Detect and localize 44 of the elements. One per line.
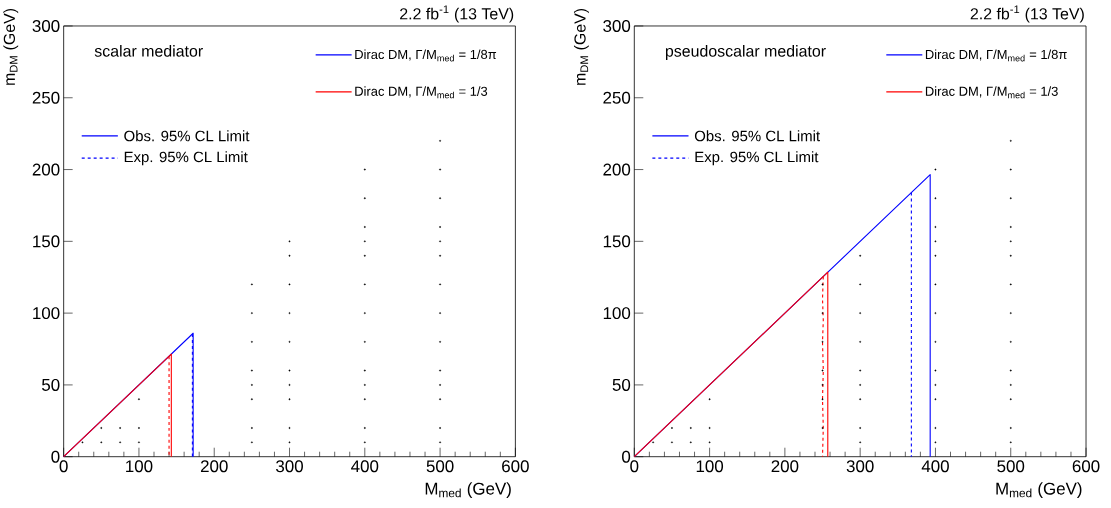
- text: pseudoscalar mediator: [665, 45, 826, 61]
- y-tick-label: 150: [603, 235, 631, 248]
- annotation: Exp. 95% CL Limit: [695, 151, 819, 166]
- x-tick-label: 600: [1072, 460, 1100, 473]
- x-tick-label: 0: [59, 460, 68, 473]
- legend-label: Dirac DM, Γ/M$_{med}$ = 1/8π: [925, 49, 1067, 62]
- x-tick-label: 400: [351, 460, 379, 473]
- y-tick-label: 100: [603, 307, 631, 320]
- text: 2.2 fb$^{-1}$ (13 TeV): [970, 5, 1084, 23]
- y-tick-label: 0: [622, 450, 631, 463]
- y-tick-label: 0: [51, 450, 60, 463]
- x-axis-title: M$_{med}$ (GeV): [996, 482, 1082, 499]
- text: scalar mediator: [94, 45, 203, 57]
- x-tick-label: 200: [200, 460, 228, 473]
- y-tick-label: 200: [603, 163, 631, 176]
- annotation: Obs. 95% CL Limit: [124, 130, 250, 142]
- y-tick-label: 300: [603, 20, 631, 33]
- x-tick-label: 500: [426, 460, 454, 473]
- text: 2.2 fb$^{-1}$ (13 TeV): [400, 5, 514, 23]
- x-tick-label: 100: [126, 460, 153, 473]
- y-tick-label: 50: [612, 379, 631, 392]
- x-tick-label: 0: [630, 460, 639, 473]
- y-axis-title: m$_{DM}$ (GeV): [573, 9, 589, 86]
- y-tick-label: 50: [41, 379, 60, 392]
- x-tick-label: 300: [846, 460, 874, 473]
- x-tick-label: 200: [771, 460, 799, 473]
- x-tick-label: 300: [276, 460, 303, 473]
- x-tick-label: 100: [696, 460, 724, 473]
- legend-label: Dirac DM, Γ/M$_{med}$ = 1/3: [355, 86, 488, 99]
- x-tick-label: 600: [502, 460, 529, 473]
- y-tick-label: 250: [603, 91, 631, 104]
- y-tick-label: 250: [32, 91, 60, 104]
- annotation: Obs. 95% CL Limit: [694, 130, 820, 142]
- x-axis-title: M$_{med}$ (GeV): [425, 482, 511, 499]
- y-tick-label: 100: [33, 307, 60, 320]
- legend-label: Dirac DM, Γ/M$_{med}$ = 1/3: [925, 86, 1058, 99]
- y-tick-label: 200: [32, 163, 60, 176]
- y-axis-title: m$_{DM}$ (GeV): [3, 9, 19, 86]
- y-tick-label: 300: [32, 20, 60, 33]
- x-tick-label: 400: [921, 460, 949, 473]
- y-tick-label: 150: [33, 235, 60, 248]
- x-tick-label: 500: [997, 460, 1025, 473]
- annotation: Exp. 95% CL Limit: [124, 151, 248, 166]
- legend-label: Dirac DM, Γ/M$_{med}$ = 1/8π: [355, 49, 497, 62]
